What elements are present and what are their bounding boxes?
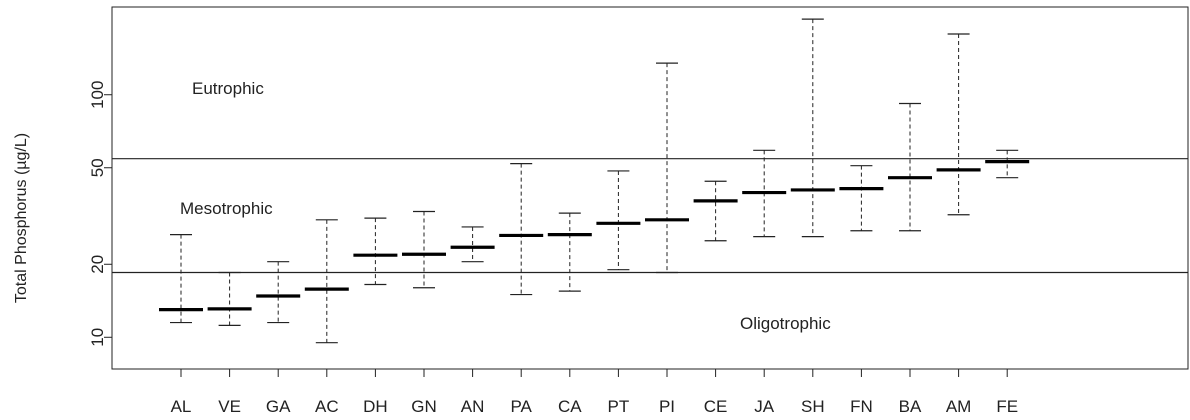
y-axis-label: Total Phosphorus (µg/L) [13,133,30,303]
x-tick-label: JA [754,397,775,416]
plot-frame [111,6,1189,370]
x-tick-label: PT [608,397,630,416]
zone-label-oligotrophic: Oligotrophic [740,314,831,333]
x-tick-label: CE [704,397,728,416]
range-bar-fn [839,165,884,232]
x-tick-label: AC [315,397,339,416]
range-bar-al [159,234,203,324]
range-bar-ca [547,212,592,292]
x-tick-label: AM [946,397,972,416]
zone-label-eutrophic: Eutrophic [192,79,264,98]
x-tick-label: AL [171,397,192,416]
y-tick-label: 20 [88,255,107,274]
range-bar-ja [742,149,787,238]
range-bar-am [936,33,981,216]
range-bar-ba [888,102,932,232]
x-tick-label: CA [558,397,582,416]
range-bar-sh [790,18,835,238]
range-bar-ve [207,271,252,326]
x-tick-label: BA [899,397,922,416]
x-tick-label: AN [461,397,485,416]
x-tick-label: GN [411,397,437,416]
x-tick-label: GA [266,397,291,416]
range-bar-dh [353,217,398,286]
x-tick-label: VE [218,397,241,416]
range-bar-pi [645,62,689,274]
y-tick-label: 100 [88,81,107,109]
range-bar-ce [693,180,738,242]
range-bar-ga [256,261,301,324]
x-tick-label: FN [850,397,873,416]
x-tick-label: DH [363,397,388,416]
zone-label-mesotrophic: Mesotrophic [180,199,273,218]
range-bar-pa [499,163,544,296]
range-bar-fe [985,149,1030,179]
range-bar-pt [596,170,641,271]
x-tick-label: PA [510,397,532,416]
y-tick-label: 10 [88,328,107,347]
plot-area: 10 20 50 100 AL VE GA AC DH GN AN PA CA PT PI CE JA SH FN B… [88,6,1189,416]
range-bar-an [450,226,495,263]
x-tick-label: PI [659,397,675,416]
x-tick-label: FE [996,397,1018,416]
range-bar-gn [402,210,446,289]
range-bar-ac [304,219,349,344]
y-tick-label: 50 [88,158,107,177]
x-tick-label: SH [801,397,825,416]
